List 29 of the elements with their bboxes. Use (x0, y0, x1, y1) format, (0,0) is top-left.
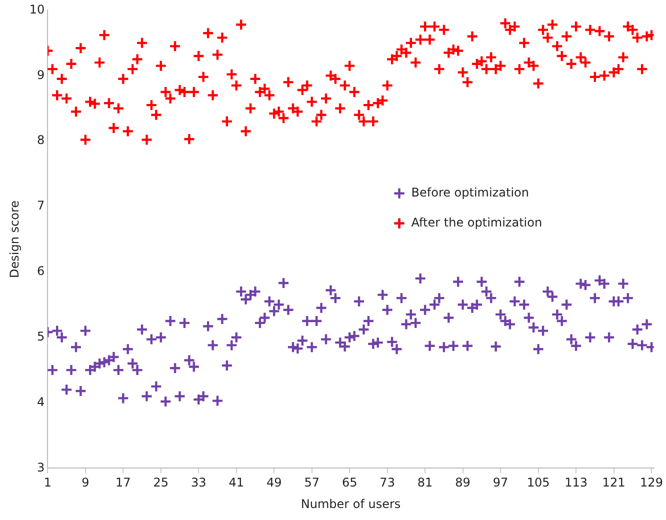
x-tick-label: 65 (342, 476, 358, 490)
x-tick-label: 33 (190, 476, 206, 490)
x-tick-label: 129 (640, 476, 663, 490)
y-tick-label: 3 (37, 460, 45, 474)
x-axis-title: Number of users (300, 496, 401, 511)
x-tick-label: 89 (455, 476, 470, 490)
y-tick-label: 8 (37, 133, 45, 148)
y-axis-title: Design score (7, 200, 22, 278)
x-tick-label: 25 (153, 476, 169, 490)
y-tick-label: 10 (29, 2, 45, 16)
legend-label: After the optimization (411, 216, 542, 230)
legend-label: Before optimization (411, 186, 529, 200)
x-tick-label: 73 (380, 476, 395, 490)
x-tick-label: 81 (417, 476, 433, 490)
y-tick-label: 5 (37, 329, 45, 344)
x-tick-label: 17 (116, 476, 131, 490)
y-tick-label: 4 (37, 394, 45, 409)
y-tick-label: 9 (37, 68, 45, 82)
x-tick-label: 97 (492, 476, 508, 490)
x-tick-label: 113 (564, 476, 588, 490)
x-tick-label: 57 (304, 476, 320, 490)
x-tick-label: 121 (602, 476, 626, 490)
x-tick-label: 105 (526, 476, 550, 490)
y-tick-label: 7 (37, 198, 45, 213)
y-tick-label: 6 (37, 264, 45, 278)
x-tick-label: 49 (266, 476, 282, 490)
x-tick-label: 9 (82, 476, 90, 490)
x-tick-label: 41 (228, 476, 244, 490)
x-tick-label: 1 (44, 476, 52, 490)
